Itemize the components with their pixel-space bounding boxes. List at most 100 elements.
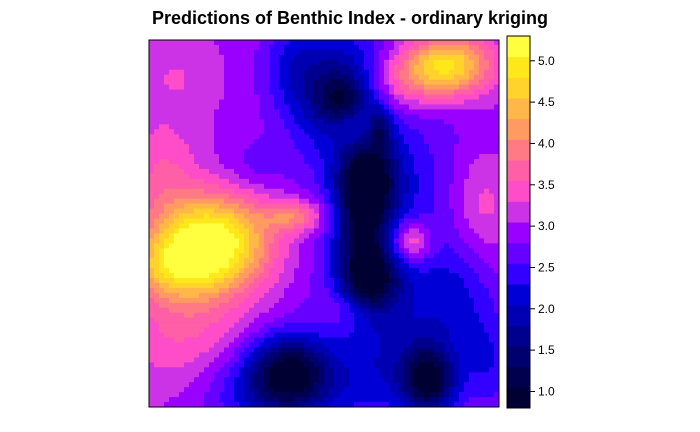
heatmap-cell	[419, 228, 425, 235]
heatmap-cell	[209, 297, 215, 304]
heatmap-cell	[354, 278, 360, 284]
heatmap-cell	[284, 213, 290, 220]
heatmap-cell	[259, 178, 265, 185]
heatmap-cell	[339, 273, 345, 279]
heatmap-cell	[309, 178, 315, 185]
heatmap-cell	[234, 84, 240, 91]
heatmap-cell	[369, 302, 375, 309]
heatmap-cell	[369, 193, 375, 200]
heatmap-cell	[274, 119, 280, 125]
heatmap-cell	[359, 342, 365, 349]
heatmap-cell	[319, 372, 325, 378]
heatmap-cell	[424, 193, 430, 200]
heatmap-cell	[374, 64, 380, 71]
heatmap-cell	[424, 283, 430, 289]
heatmap-cell	[329, 372, 335, 378]
heatmap-cell	[354, 213, 360, 220]
heatmap-cell	[264, 178, 270, 185]
heatmap-cell	[319, 317, 325, 324]
heatmap-cell	[224, 337, 230, 344]
heatmap-cell	[214, 208, 220, 215]
heatmap-cell	[209, 44, 215, 51]
heatmap-cell	[284, 114, 290, 120]
heatmap-cell	[204, 79, 210, 86]
heatmap-cell	[369, 297, 375, 304]
heatmap-cell	[279, 49, 285, 56]
heatmap-cell	[379, 154, 385, 160]
heatmap-cell	[204, 218, 210, 225]
heatmap-cell	[199, 372, 205, 378]
heatmap-cell	[314, 297, 320, 304]
heatmap-cell	[289, 49, 295, 56]
heatmap-cell	[384, 203, 390, 210]
heatmap-cell	[434, 203, 440, 210]
heatmap-cell	[199, 124, 205, 130]
heatmap-cell	[289, 74, 295, 81]
heatmap-cell	[319, 278, 325, 284]
heatmap-cell	[244, 69, 250, 76]
heatmap-cell	[274, 40, 280, 46]
heatmap-cell	[149, 154, 155, 160]
heatmap-cell	[274, 327, 280, 334]
heatmap-cell	[199, 287, 205, 294]
heatmap-cell	[419, 317, 425, 324]
heatmap-cell	[319, 362, 325, 368]
heatmap-cell	[374, 134, 380, 140]
heatmap-cell	[449, 382, 455, 388]
heatmap-cell	[404, 238, 410, 244]
heatmap-cell	[439, 387, 445, 393]
heatmap-cell	[249, 273, 255, 279]
heatmap-cell	[479, 278, 485, 284]
heatmap-cell	[299, 243, 305, 249]
heatmap-cell	[154, 124, 160, 130]
heatmap-cell	[384, 178, 390, 185]
heatmap-cell	[204, 74, 210, 81]
heatmap-cell	[319, 228, 325, 235]
heatmap-cell	[419, 208, 425, 215]
heatmap-cell	[459, 357, 465, 363]
heatmap-cell	[234, 94, 240, 101]
heatmap-cell	[349, 377, 355, 383]
heatmap-cell	[314, 367, 320, 373]
heatmap-cell	[259, 357, 265, 363]
heatmap-cell	[179, 134, 185, 140]
heatmap-cell	[299, 149, 305, 155]
heatmap-cell	[374, 342, 380, 349]
heatmap-cell	[394, 273, 400, 279]
heatmap-cell	[469, 233, 475, 239]
heatmap-cell	[339, 258, 345, 264]
heatmap-cell	[464, 357, 470, 363]
heatmap-cell	[214, 268, 220, 274]
heatmap-cell	[199, 203, 205, 210]
heatmap-cell	[419, 64, 425, 71]
heatmap-cell	[184, 352, 190, 359]
heatmap-cell	[204, 183, 210, 190]
heatmap-cell	[159, 203, 165, 210]
heatmap-cell	[259, 193, 265, 200]
heatmap-cell	[234, 342, 240, 349]
heatmap-cell	[249, 69, 255, 76]
heatmap-cell	[364, 218, 370, 225]
heatmap-cell	[364, 168, 370, 175]
heatmap-cell	[219, 119, 225, 125]
heatmap-cell	[254, 342, 260, 349]
heatmap-cell	[469, 317, 475, 324]
heatmap-cell	[404, 377, 410, 383]
heatmap-cell	[184, 287, 190, 294]
heatmap-cell	[404, 159, 410, 165]
heatmap-cell	[449, 40, 455, 46]
heatmap-cell	[164, 352, 170, 359]
heatmap-cell	[419, 84, 425, 91]
heatmap-cell	[224, 74, 230, 81]
heatmap-cell	[434, 228, 440, 235]
heatmap-cell	[254, 372, 260, 378]
heatmap-cell	[209, 248, 215, 254]
heatmap-cell	[319, 213, 325, 220]
heatmap-cell	[439, 233, 445, 239]
heatmap-cell	[444, 193, 450, 200]
heatmap-cell	[294, 188, 300, 195]
heatmap-cell	[449, 129, 455, 135]
heatmap-cell	[409, 168, 415, 175]
heatmap-cell	[379, 223, 385, 230]
heatmap-cell	[449, 144, 455, 150]
